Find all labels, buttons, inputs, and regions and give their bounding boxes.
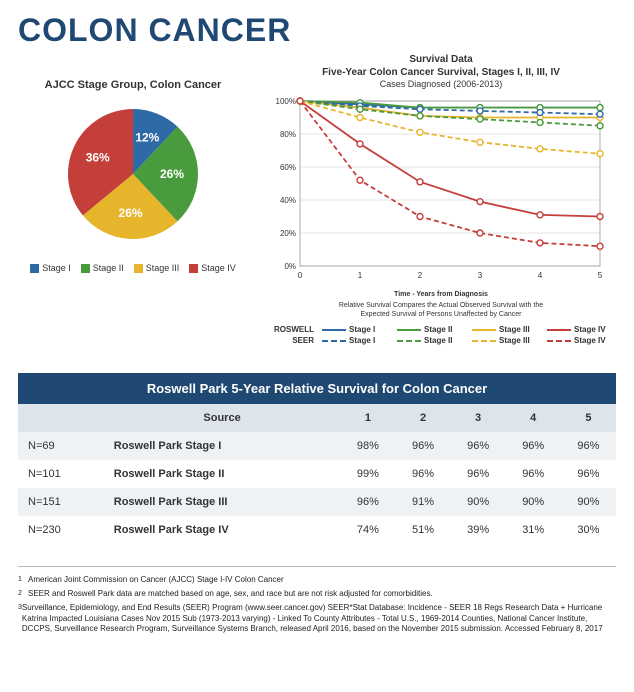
pie-panel: AJCC Stage Group, Colon Cancer 12% 26% 26%… — [18, 53, 248, 345]
table-col: 4 — [506, 404, 561, 432]
svg-text:3: 3 — [478, 271, 483, 280]
series-line — [300, 101, 600, 154]
legend-item: Stage III — [472, 336, 541, 345]
svg-text:36%: 36% — [86, 150, 110, 164]
table-row: N=230Roswell Park Stage IV74%51%39%31%30… — [18, 516, 616, 544]
svg-text:2: 2 — [418, 271, 423, 280]
legend-group: SEER — [266, 336, 316, 345]
table-col: Source — [104, 404, 341, 432]
pie-chart: 12% 26% 26% 36% — [58, 99, 208, 249]
pie-title: AJCC Stage Group, Colon Cancer — [18, 79, 248, 91]
table-col: 1 — [340, 404, 395, 432]
pie-legend-item: Stage III — [134, 263, 180, 273]
svg-text:26%: 26% — [119, 206, 143, 220]
table-row: N=69Roswell Park Stage I98%96%96%96%96% — [18, 432, 616, 460]
table-col — [18, 404, 104, 432]
footnotes: 1American Joint Commission on Cancer (AJ… — [18, 566, 616, 635]
pie-legend-item: Stage IV — [189, 263, 236, 273]
svg-text:0: 0 — [298, 271, 303, 280]
line-panel: Survival Data Five-Year Colon Cancer Sur… — [266, 53, 616, 345]
svg-text:100%: 100% — [276, 97, 296, 106]
svg-text:80%: 80% — [280, 130, 296, 139]
line-caption: Relative Survival Compares the Actual Ob… — [266, 302, 616, 320]
pie-legend-item: Stage I — [30, 263, 71, 273]
table-col: 5 — [561, 404, 616, 432]
footnote: 1American Joint Commission on Cancer (AJ… — [18, 575, 616, 586]
svg-text:20%: 20% — [280, 229, 296, 238]
svg-text:1: 1 — [358, 271, 363, 280]
table-row: N=151Roswell Park Stage III96%91%90%90%9… — [18, 488, 616, 516]
page-title: COLON CANCER — [18, 12, 616, 49]
legend-group: ROSWELL — [266, 325, 316, 334]
svg-text:5: 5 — [598, 271, 603, 280]
legend-item: Stage I — [322, 336, 391, 345]
table-row: N=101Roswell Park Stage II99%96%96%96%96… — [18, 460, 616, 488]
legend-item: Stage I — [322, 325, 391, 334]
survival-table: Roswell Park 5-Year Relative Survival fo… — [18, 373, 616, 544]
top-row: AJCC Stage Group, Colon Cancer 12% 26% 26%… — [18, 53, 616, 345]
svg-text:12%: 12% — [135, 131, 159, 145]
series-line — [300, 101, 600, 126]
svg-text:60%: 60% — [280, 163, 296, 172]
legend-item: Stage IV — [547, 336, 616, 345]
line-title-1: Survival Data — [266, 53, 616, 66]
legend-item: Stage II — [397, 336, 466, 345]
pie-legend: Stage I Stage II Stage III Stage IV — [18, 263, 248, 273]
svg-text:0%: 0% — [284, 262, 296, 271]
table-header: Roswell Park 5-Year Relative Survival fo… — [18, 373, 616, 404]
table-col: 3 — [451, 404, 506, 432]
legend-item: Stage IV — [547, 325, 616, 334]
legend-item: Stage II — [397, 325, 466, 334]
table-col: 2 — [395, 404, 450, 432]
line-legend: ROSWELL Stage I Stage II Stage III Stage IV S… — [266, 325, 616, 345]
line-xlabel: Time - Years from Diagnosis — [266, 291, 616, 300]
legend-item: Stage III — [472, 325, 541, 334]
svg-text:26%: 26% — [160, 167, 184, 181]
svg-text:40%: 40% — [280, 196, 296, 205]
line-title-2: Five-Year Colon Cancer Survival, Stages … — [266, 66, 616, 79]
svg-text:4: 4 — [538, 271, 543, 280]
line-subtitle: Cases Diagnosed (2006-2013) — [266, 79, 616, 89]
footnote: 2SEER and Roswell Park data are matched … — [18, 589, 616, 600]
footnote: 3Surveillance, Epidemiology, and End Res… — [18, 603, 616, 635]
line-chart: 0% 20% 40% 60% 80% 100% 0 1 2 3 4 5 — [266, 93, 610, 284]
pie-legend-item: Stage II — [81, 263, 124, 273]
